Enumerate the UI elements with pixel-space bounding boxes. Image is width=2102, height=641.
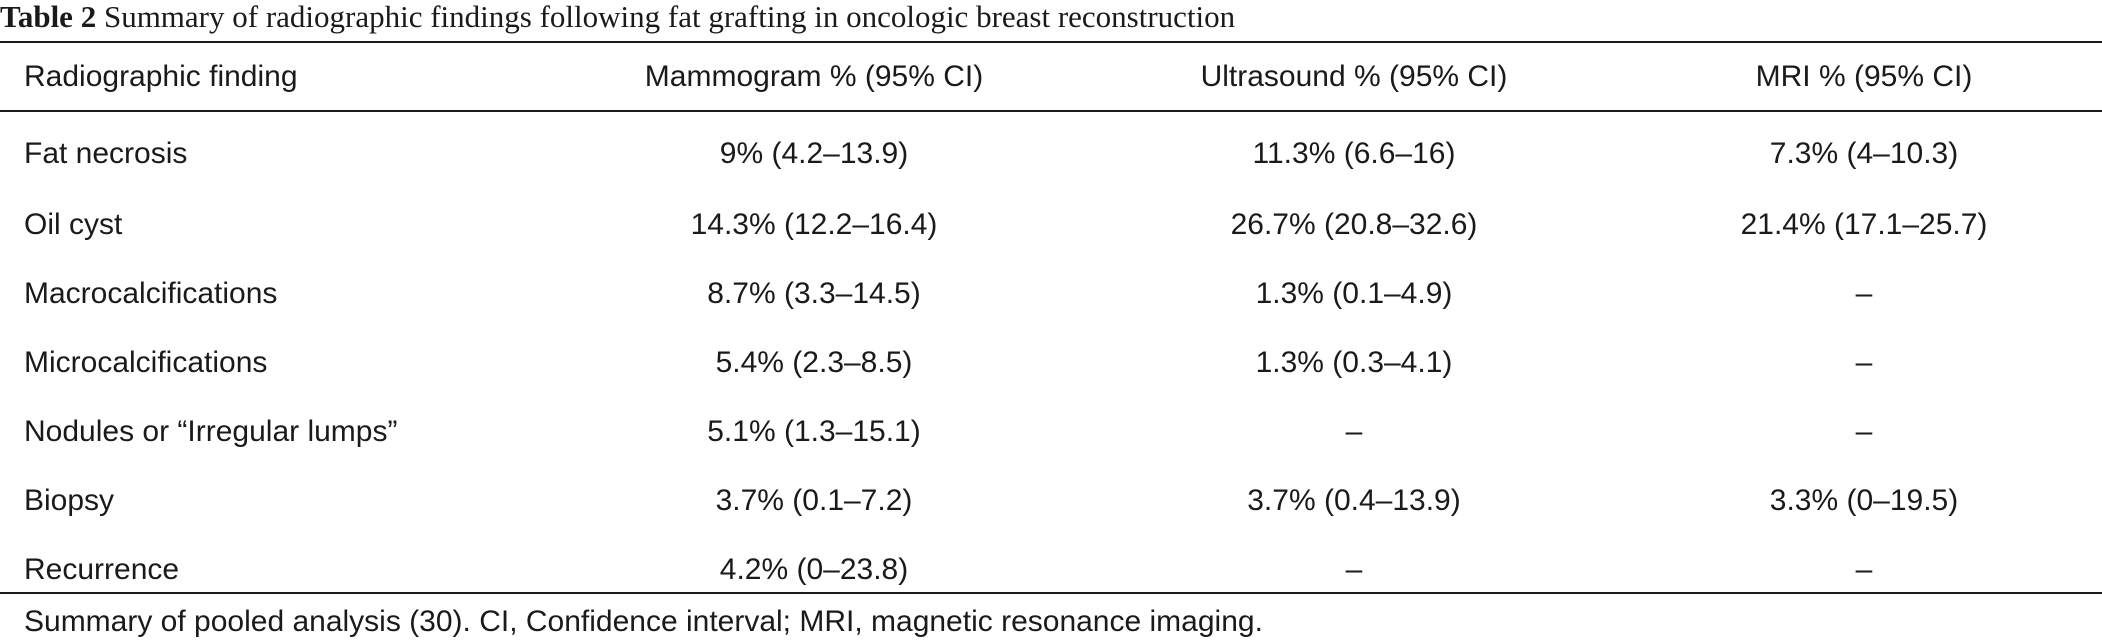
finding-cell: Fat necrosis (24, 137, 188, 170)
table-row: Oil cyst 14.3% (12.2–16.4) 26.7% (20.8–3… (0, 190, 2102, 259)
table-footnote: Summary of pooled analysis (30). CI, Con… (24, 605, 1263, 638)
ultrasound-cell: 11.3% (6.6–16) (1252, 137, 1456, 170)
mammogram-cell: 5.4% (2.3–8.5) (715, 345, 913, 379)
finding-cell: Biopsy (24, 483, 115, 517)
mri-cell: 21.4% (17.1–25.7) (1740, 207, 1988, 241)
ultrasound-cell: 1.3% (0.1–4.9) (1255, 276, 1453, 310)
finding-cell: Oil cyst (24, 207, 123, 241)
mammogram-cell: 14.3% (12.2–16.4) (690, 207, 938, 241)
column-header-finding: Radiographic finding (24, 59, 298, 93)
ultrasound-cell: 1.3% (0.3–4.1) (1255, 345, 1453, 379)
ultrasound-cell: 3.7% (0.4–13.9) (1247, 483, 1461, 517)
mri-cell: 7.3% (4–10.3) (1769, 137, 1959, 170)
table-row: Macrocalcifications 8.7% (3.3–14.5) 1.3%… (0, 259, 2102, 328)
ultrasound-cell: – (1345, 552, 1363, 586)
mammogram-cell: 3.7% (0.1–7.2) (715, 483, 913, 517)
column-header-mammogram: Mammogram % (95% CI) (644, 59, 984, 93)
mri-cell: – (1855, 276, 1873, 310)
column-header-ultrasound: Ultrasound % (95% CI) (1200, 59, 1508, 93)
findings-table: Radiographic finding Mammogram % (95% CI… (0, 43, 2102, 604)
ultrasound-cell: – (1345, 414, 1363, 448)
table-row: Fat necrosis 9% (4.2–13.9) 11.3% (6.6–16… (0, 110, 2102, 190)
finding-cell: Recurrence (24, 552, 180, 586)
mri-cell: – (1855, 552, 1873, 586)
mri-cell: 3.3% (0–19.5) (1769, 483, 1959, 517)
mammogram-cell: 8.7% (3.3–14.5) (707, 276, 921, 310)
table-row: Nodules or “Irregular lumps” 5.1% (1.3–1… (0, 397, 2102, 466)
mammogram-cell: 9% (4.2–13.9) (719, 137, 909, 170)
mri-cell: – (1855, 345, 1873, 379)
table-row: Recurrence 4.2% (0–23.8) – – (0, 535, 2102, 604)
finding-cell: Macrocalcifications (24, 276, 278, 310)
finding-cell: Nodules or “Irregular lumps” (24, 414, 398, 448)
table-caption-label: Table 2 (0, 0, 97, 34)
finding-cell: Microcalcifications (24, 345, 268, 379)
mammogram-cell: 4.2% (0–23.8) (719, 552, 909, 586)
bottom-rule (0, 592, 2102, 594)
header-rule (0, 110, 2102, 112)
table-row: Microcalcifications 5.4% (2.3–8.5) 1.3% … (0, 328, 2102, 397)
ultrasound-cell: 26.7% (20.8–32.6) (1230, 207, 1478, 241)
header-row: Radiographic finding Mammogram % (95% CI… (0, 43, 2102, 110)
table-caption-text: Summary of radiographic findings followi… (103, 0, 1236, 34)
table-caption: Table 2 Summary of radiographic findings… (0, 0, 1235, 38)
mammogram-cell: 5.1% (1.3–15.1) (707, 414, 921, 448)
top-rule (0, 41, 2102, 43)
column-header-mri: MRI % (95% CI) (1755, 59, 1973, 93)
table-row: Biopsy 3.7% (0.1–7.2) 3.7% (0.4–13.9) 3.… (0, 466, 2102, 535)
mri-cell: – (1855, 414, 1873, 448)
